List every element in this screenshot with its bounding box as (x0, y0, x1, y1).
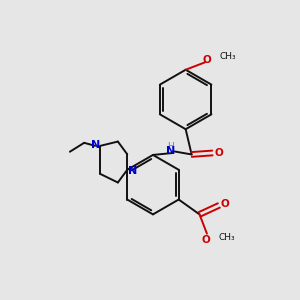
Text: N: N (91, 140, 100, 150)
Text: O: O (214, 148, 223, 158)
Text: CH₃: CH₃ (218, 233, 235, 242)
Text: O: O (202, 235, 210, 244)
Text: O: O (220, 199, 229, 209)
Text: N: N (128, 166, 137, 176)
Text: O: O (202, 55, 211, 65)
Text: N: N (166, 146, 176, 157)
Text: CH₃: CH₃ (219, 52, 236, 62)
Text: H: H (167, 142, 174, 151)
